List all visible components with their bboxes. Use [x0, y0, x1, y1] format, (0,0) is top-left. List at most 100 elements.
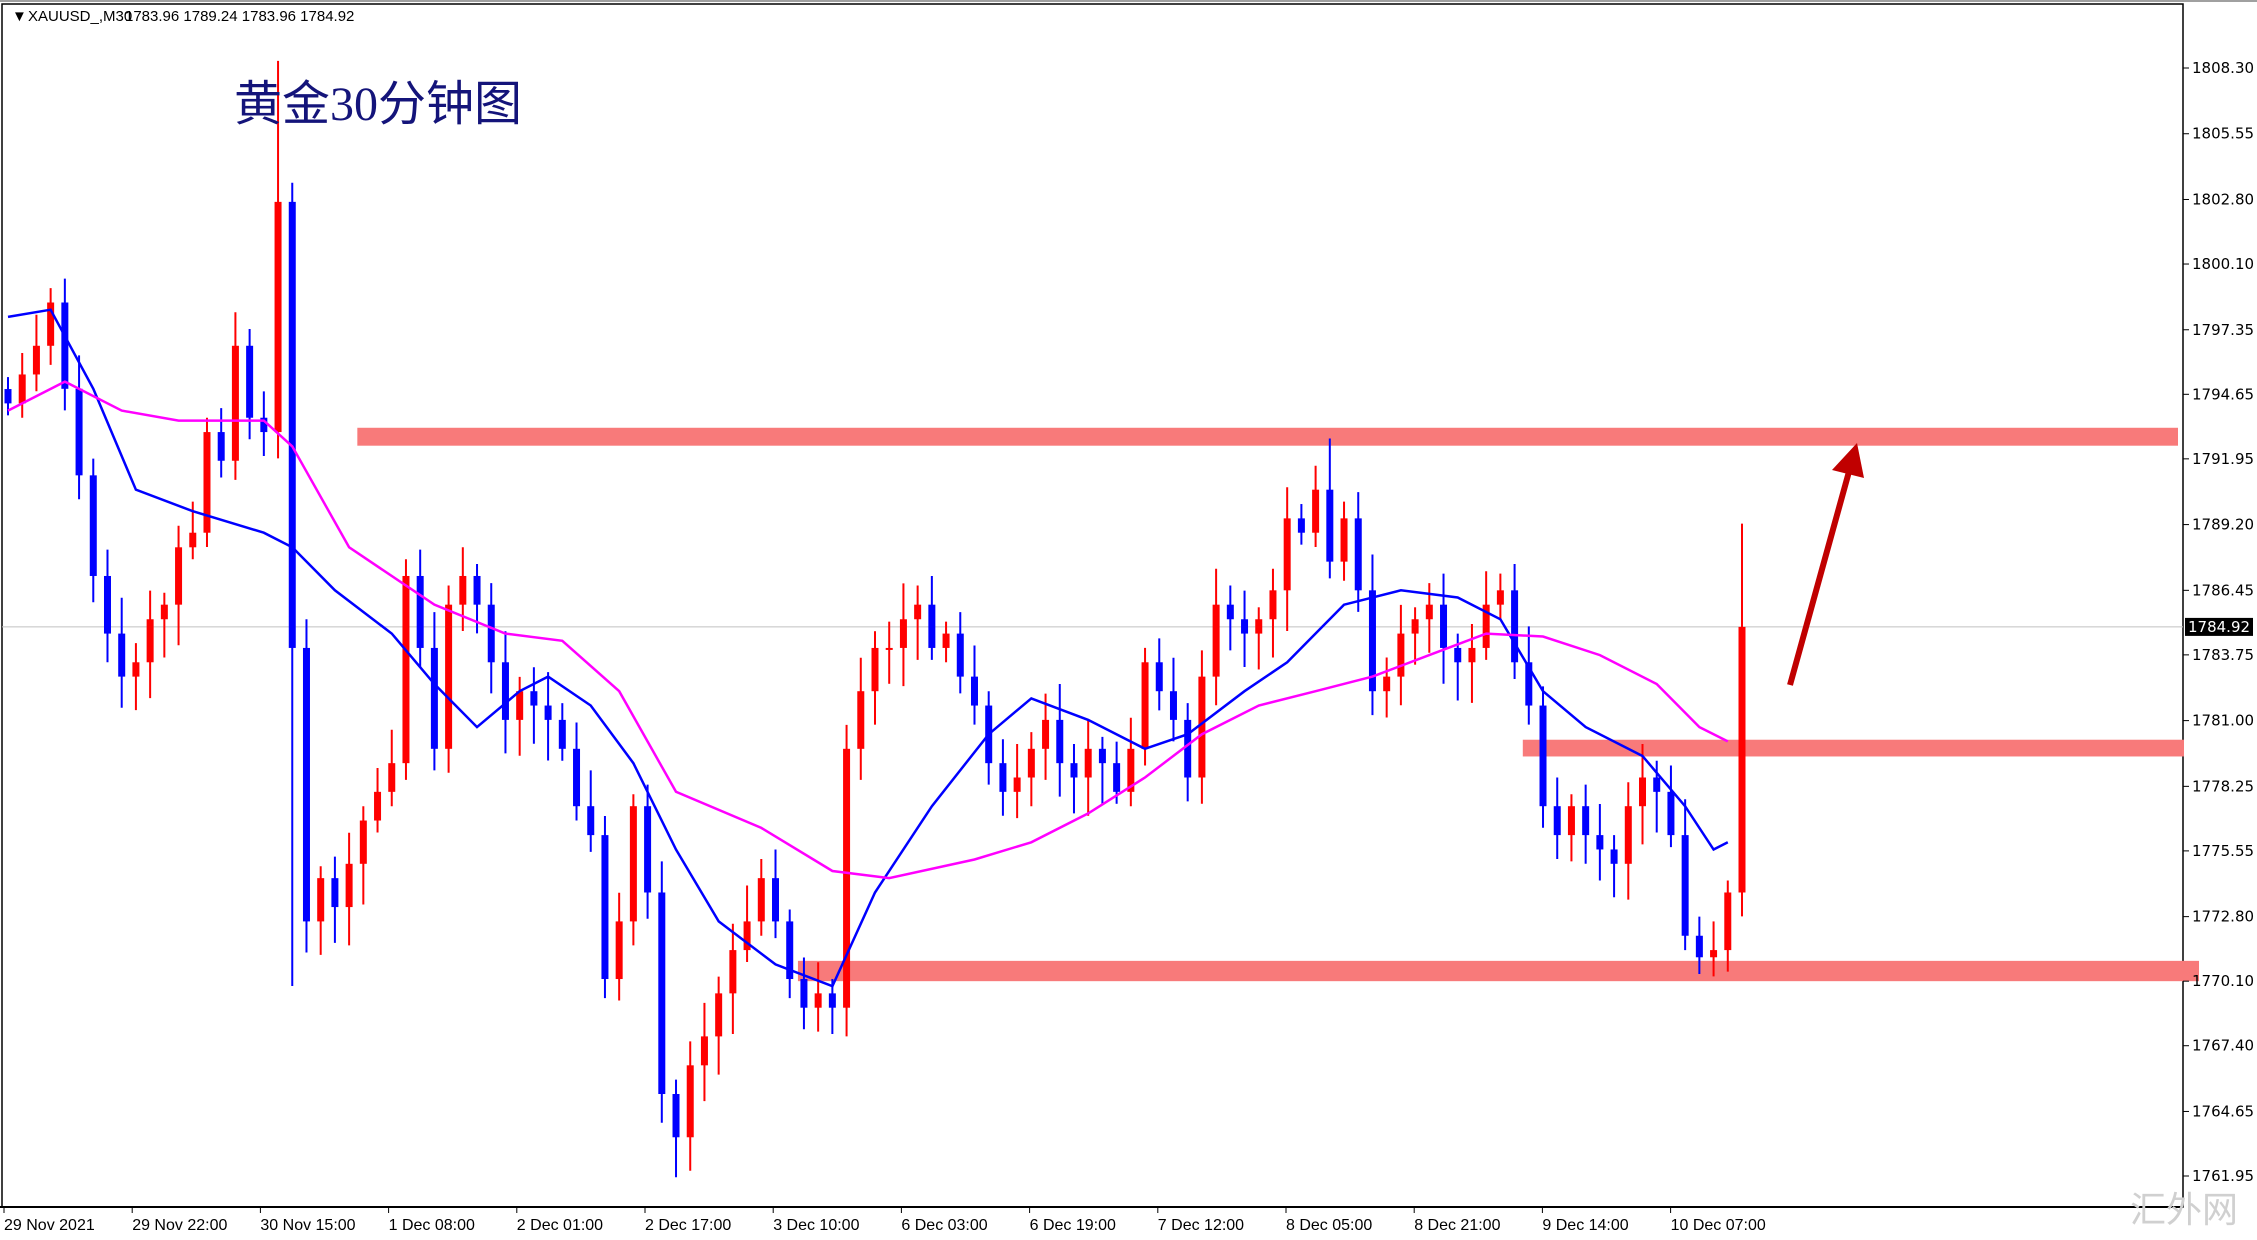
candle-body [1440, 604, 1448, 648]
candle-body [1297, 518, 1305, 533]
candles-layer [4, 60, 1746, 1178]
candle-body [1454, 647, 1462, 663]
x-tick-label: 6 Dec 03:00 [901, 1217, 987, 1234]
candle-body [587, 806, 595, 836]
candle-body [47, 302, 55, 346]
candle-body [1212, 604, 1220, 677]
candle-body [1312, 489, 1320, 533]
y-tick-label: 1770.10 [2192, 972, 2254, 990]
candle-body [857, 691, 865, 749]
candle-body [1027, 748, 1035, 778]
candle-body [970, 676, 978, 706]
candle-body [1468, 647, 1476, 663]
candle-body [743, 921, 751, 951]
y-tick-label: 1800.10 [2192, 255, 2254, 273]
x-tick-label: 30 Nov 15:00 [260, 1217, 355, 1234]
candle-body [1596, 835, 1604, 850]
candle-body [658, 892, 666, 1095]
candle-body [1340, 518, 1348, 562]
price-axis[interactable]: 1808.30 1805.55 1802.80 1800.10 1797.35 1794.… [2183, 59, 2254, 1185]
y-tick-label: 1805.55 [2192, 125, 2254, 143]
candle-body [1553, 806, 1561, 836]
candle-body [118, 633, 126, 677]
candle-body [729, 950, 737, 994]
y-tick-label: 1772.80 [2192, 908, 2254, 926]
candle-body [999, 763, 1007, 792]
candle-body [1582, 806, 1590, 836]
candle-body [1667, 791, 1675, 836]
zones-layer [357, 427, 2199, 982]
candle-body [1525, 662, 1533, 706]
chart-annotation-title: 黄金30分钟图 [234, 78, 522, 131]
candle-body [473, 575, 481, 605]
candle-body [1639, 777, 1647, 807]
ma-slow-line [7, 380, 1729, 880]
candle-body [1070, 763, 1078, 778]
candle-body [601, 835, 609, 980]
y-tick-label: 1808.30 [2192, 59, 2254, 77]
candle-body [558, 719, 566, 749]
candle-body [828, 993, 836, 1008]
candle-body [928, 604, 936, 648]
y-tick-label: 1761.95 [2192, 1167, 2254, 1185]
candle-body [217, 432, 225, 461]
support-resistance-zone [1522, 739, 2184, 757]
candle-body [459, 575, 467, 605]
candle-body [1653, 777, 1661, 792]
x-tick-label: 3 Dec 10:00 [773, 1217, 859, 1234]
x-tick-label: 10 Dec 07:00 [1671, 1217, 1766, 1234]
candle-body [345, 863, 353, 908]
candle-body [359, 820, 367, 864]
candle-body [1169, 691, 1177, 720]
x-tick-label: 7 Dec 12:00 [1158, 1217, 1244, 1234]
candle-body [544, 705, 552, 720]
candle-body [772, 878, 780, 922]
watermark-logo: 汇外网 [2130, 1190, 2238, 1231]
x-tick-label: 2 Dec 01:00 [517, 1217, 603, 1234]
arrow-shaft [1787, 467, 1853, 686]
candle-body [800, 979, 808, 1008]
candle-body [89, 475, 97, 576]
y-tick-label: 1767.40 [2192, 1037, 2254, 1055]
candle-body [288, 201, 296, 648]
y-tick-label: 1778.25 [2192, 777, 2254, 795]
candle-body [700, 1036, 708, 1066]
candle-body [686, 1065, 694, 1138]
candle-body [715, 993, 723, 1037]
x-tick-label: 8 Dec 21:00 [1414, 1217, 1500, 1234]
candle-body [1084, 748, 1092, 778]
y-tick-label: 1781.00 [2192, 712, 2254, 730]
candle-body [103, 575, 111, 634]
candle-body [317, 878, 325, 922]
collapse-triangle-icon[interactable]: ▼ [12, 8, 27, 25]
candle-body [672, 1094, 680, 1138]
candle-body [1042, 719, 1050, 749]
candle-body [1141, 662, 1149, 749]
candle-body [1425, 604, 1433, 620]
candle-body [615, 921, 623, 980]
y-tick-label: 1797.35 [2192, 321, 2254, 339]
candle-body [1511, 590, 1519, 663]
candle-body [75, 388, 83, 476]
candle-body [871, 647, 879, 692]
candle-body [1283, 518, 1291, 591]
time-axis[interactable]: 29 Nov 2021 29 Nov 22:00 30 Nov 15:00 1 Dec… [3, 1207, 1766, 1234]
candle-body [402, 575, 410, 764]
candle-body [61, 302, 69, 389]
current-price-label: 1784.92 [2185, 617, 2253, 636]
y-tick-label: 1764.65 [2192, 1102, 2254, 1120]
x-tick-label: 29 Nov 2021 [4, 1217, 95, 1234]
candle-body [146, 619, 154, 663]
y-tick-label: 1786.45 [2192, 581, 2254, 599]
y-tick-label: 1775.55 [2192, 842, 2254, 860]
candle-body [885, 647, 893, 650]
y-tick-label: 1791.95 [2192, 450, 2254, 468]
candle-body [4, 389, 12, 404]
candle-body [1354, 518, 1362, 591]
candle-body [487, 604, 495, 663]
candle-body [843, 748, 851, 1008]
candle-body [644, 806, 652, 893]
candle-body [914, 604, 922, 620]
candle-body [260, 417, 268, 433]
